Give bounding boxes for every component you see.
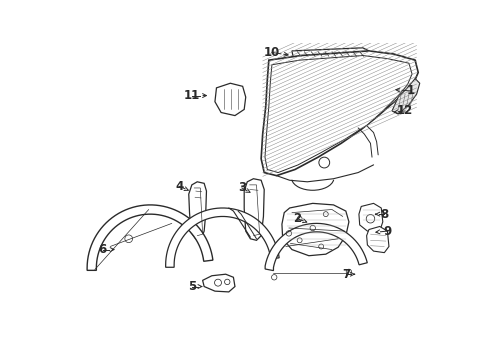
Polygon shape — [261, 51, 418, 176]
Polygon shape — [392, 78, 420, 114]
Text: 7: 7 — [342, 268, 350, 281]
Text: 6: 6 — [98, 243, 107, 256]
Text: 1: 1 — [406, 85, 415, 98]
Text: 4: 4 — [175, 180, 184, 193]
Text: 11: 11 — [184, 89, 200, 102]
Text: 5: 5 — [188, 280, 196, 293]
Text: 10: 10 — [264, 46, 280, 59]
Text: 2: 2 — [293, 212, 301, 225]
Polygon shape — [292, 48, 369, 59]
Text: 3: 3 — [238, 181, 246, 194]
Polygon shape — [367, 226, 389, 253]
Polygon shape — [215, 83, 245, 116]
Text: 8: 8 — [380, 208, 389, 221]
Polygon shape — [265, 224, 368, 271]
Polygon shape — [282, 203, 349, 256]
Polygon shape — [359, 203, 383, 231]
Text: 12: 12 — [397, 104, 413, 117]
Text: 9: 9 — [383, 225, 392, 238]
Polygon shape — [189, 182, 206, 239]
Polygon shape — [203, 274, 235, 292]
Polygon shape — [265, 55, 412, 172]
Polygon shape — [244, 179, 264, 240]
Polygon shape — [87, 205, 213, 270]
Polygon shape — [166, 208, 279, 267]
